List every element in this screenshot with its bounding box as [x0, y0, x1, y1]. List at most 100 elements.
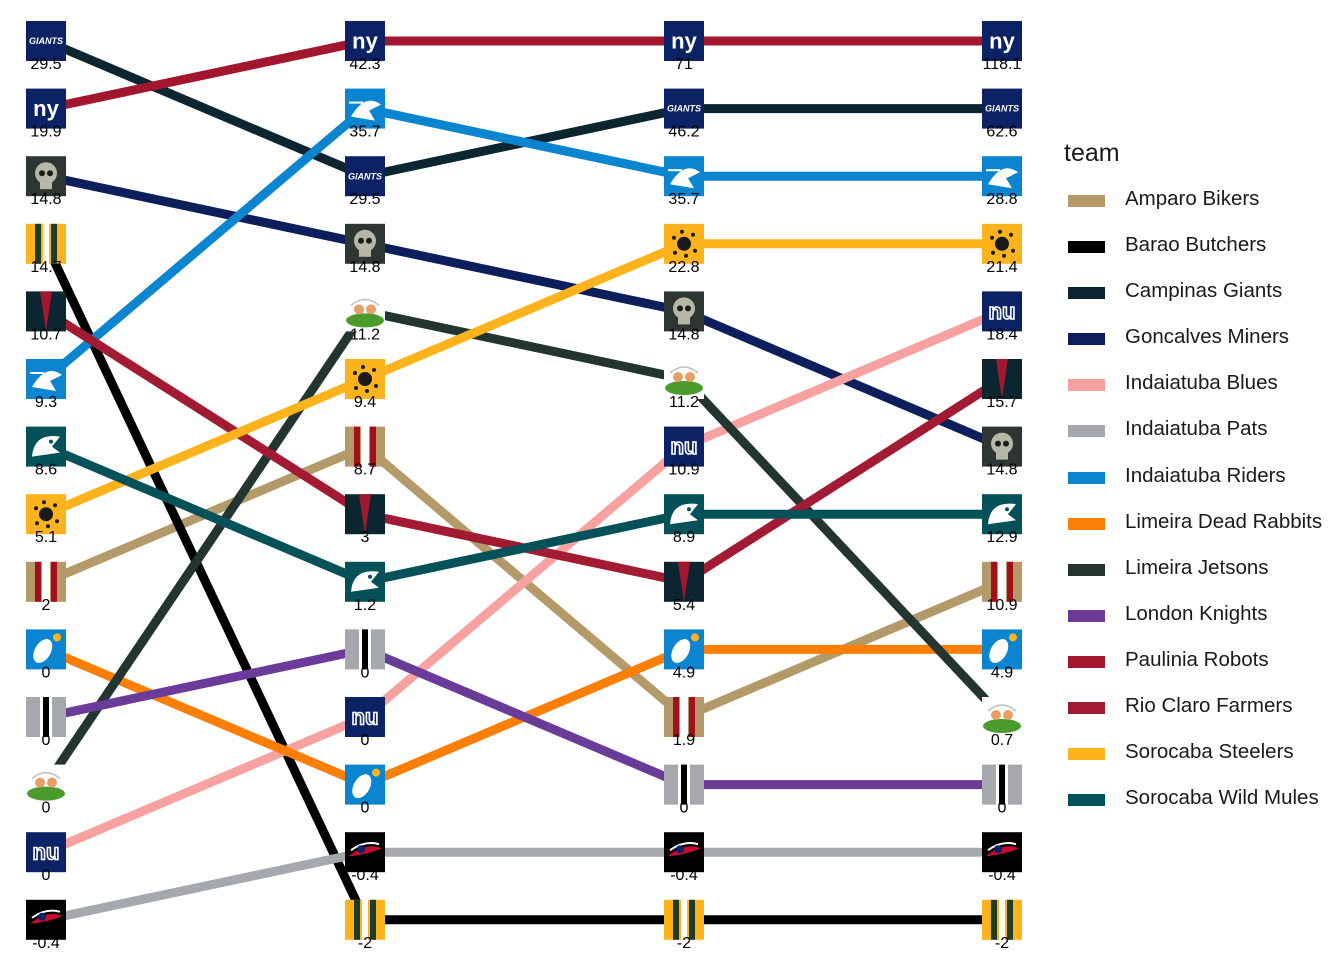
svg-text:ny: ny — [989, 28, 1015, 53]
value-label: 35.7 — [668, 191, 699, 208]
value-label: -2 — [995, 935, 1009, 952]
legend-swatch — [1068, 655, 1105, 668]
svg-text:nu: nu — [671, 434, 698, 459]
legend-item-indaiatuba-pats: Indaiatuba Pats — [1062, 410, 1344, 456]
logo-marker-london-knights-4 — [982, 764, 1022, 805]
logo-marker-indaiatuba-blues-1: nu — [26, 832, 66, 873]
legend-item-indaiatuba-riders: Indaiatuba Riders — [1062, 457, 1344, 503]
logo-marker-indaiatuba-blues-2: nu — [345, 697, 385, 737]
value-label: 5.4 — [673, 597, 695, 614]
legend: team Amparo Bikers Barao Butchers Campinas… — [1062, 134, 1344, 825]
series-line-limeira-jetsons — [42, 306, 1006, 788]
value-label: 14.8 — [668, 326, 699, 343]
value-label: 118.1 — [983, 56, 1022, 73]
legend-label: Barao Butchers — [1125, 233, 1267, 257]
logo-marker-london-knights-2 — [345, 629, 385, 670]
value-label: 42.3 — [349, 56, 380, 73]
value-label: 19.9 — [30, 124, 61, 141]
logo-marker-barao-butchers-2 — [345, 899, 385, 940]
value-label: 5.1 — [35, 529, 57, 546]
logo-marker-indaiatuba-pats-2 — [345, 832, 385, 873]
legend-swatch — [1068, 287, 1105, 300]
legend-item-limeira-dead-rabbits: Limeira Dead Rabbits — [1062, 503, 1344, 549]
legend-label: Sorocaba Steelers — [1125, 740, 1294, 764]
logo-marker-paulinia-robots-1: ny — [26, 88, 66, 129]
legend-swatch — [1068, 609, 1105, 622]
value-label: 8.9 — [673, 529, 695, 546]
value-label: 9.4 — [354, 394, 376, 411]
svg-text:nu: nu — [989, 299, 1016, 324]
svg-text:nu: nu — [352, 704, 379, 729]
logo-marker-limeira-jetsons-1 — [26, 764, 66, 805]
value-label: 22.8 — [668, 259, 699, 276]
value-label: 10.7 — [30, 326, 61, 343]
logo-marker-indaiatuba-riders-2 — [345, 88, 385, 129]
value-label: 11.2 — [669, 394, 699, 411]
legend-swatch — [1068, 241, 1105, 254]
logo-marker-rio-claro-farmers-4 — [982, 359, 1022, 399]
logo-marker-amparo-bikers-3 — [664, 697, 704, 737]
logo-marker-barao-butchers-4 — [982, 899, 1022, 940]
legend-item-rio-claro-farmers: Rio Claro Farmers — [1062, 687, 1344, 733]
logo-marker-campinas-giants-2: GIANTS — [345, 156, 385, 197]
legend-swatch — [1068, 195, 1105, 207]
legend-item-london-knights: London Knights — [1062, 595, 1344, 641]
value-label: 3 — [361, 529, 370, 546]
logo-marker-limeira-dead-rabbits-2 — [345, 764, 385, 805]
series-lines — [41, 36, 1006, 925]
legend-title: team — [1064, 139, 1120, 167]
value-label: 8.6 — [35, 462, 57, 479]
value-label: 0 — [361, 800, 370, 817]
value-label: -0.4 — [351, 867, 379, 884]
svg-text:ny: ny — [33, 96, 59, 121]
svg-text:ny: ny — [671, 28, 697, 53]
logo-marker-limeira-dead-rabbits-3 — [664, 629, 704, 670]
svg-text:GIANTS: GIANTS — [29, 36, 63, 46]
value-label: 12.9 — [986, 529, 1017, 546]
series-line-campinas-giants — [44, 36, 1002, 181]
legend-label: Goncalves Miners — [1125, 325, 1290, 349]
legend-item-barao-butchers: Barao Butchers — [1062, 226, 1344, 272]
legend-item-indaiatuba-blues: Indaiatuba Blues — [1062, 364, 1344, 410]
value-label: 0 — [361, 732, 370, 749]
value-label: -2 — [677, 935, 691, 952]
logo-marker-campinas-giants-1: GIANTS — [26, 21, 66, 61]
logo-marker-rio-claro-farmers-3 — [664, 561, 704, 602]
logo-marker-sorocaba-wild-mules-3 — [664, 494, 704, 535]
value-label: 14.8 — [349, 259, 380, 276]
value-label: 28.8 — [986, 191, 1017, 208]
value-label: 4.9 — [673, 664, 695, 681]
value-label: 14.7 — [30, 259, 61, 276]
legend-label: Amparo Bikers — [1125, 187, 1260, 210]
svg-text:GIANTS: GIANTS — [348, 171, 382, 181]
logo-marker-paulinia-robots-4: ny — [982, 21, 1022, 61]
value-label: 71 — [675, 56, 693, 73]
logo-marker-goncalves-miners-1 — [26, 156, 66, 197]
logo-marker-indaiatuba-blues-3: nu — [664, 426, 704, 467]
logo-marker-limeira-jetsons-4 — [982, 697, 1022, 737]
logo-marker-campinas-giants-3: GIANTS — [664, 88, 704, 129]
logo-marker-paulinia-robots-3: ny — [664, 21, 704, 61]
bump-chart: 2 8.7 1.9 10.9 14.7 -2 -2 -2 GIANTS 29.5 GIANTS 29.… — [26, 21, 1022, 952]
logo-marker-campinas-giants-4: GIANTS — [982, 88, 1022, 129]
logo-marker-limeira-dead-rabbits-1 — [26, 629, 66, 670]
legend-item-paulinia-robots: Paulinia Robots — [1062, 641, 1344, 687]
value-label: 0 — [42, 800, 51, 817]
series-line-indaiatuba-pats — [45, 847, 1002, 925]
legend-label: Indaiatuba Pats — [1125, 417, 1268, 441]
legend-swatch — [1068, 425, 1105, 438]
value-label: 2 — [42, 597, 51, 614]
logo-marker-barao-butchers-3 — [664, 899, 704, 940]
svg-text:nu: nu — [33, 840, 60, 865]
legend-swatch — [1068, 563, 1105, 576]
legend-item-limeira-jetsons: Limeira Jetsons — [1062, 549, 1344, 595]
legend-label: Campinas Giants — [1125, 279, 1283, 303]
legend-item-sorocaba-wild-mules: Sorocaba Wild Mules — [1062, 779, 1344, 825]
series-line-indaiatuba-blues — [44, 307, 1004, 857]
value-label: 14.8 — [30, 191, 61, 208]
series-line-sorocaba-steelers — [44, 239, 1002, 519]
value-label: 0.7 — [991, 732, 1013, 749]
logo-marker-goncalves-miners-3 — [664, 291, 704, 332]
value-label: 14.8 — [986, 462, 1017, 479]
series-line-london-knights — [45, 644, 1002, 790]
